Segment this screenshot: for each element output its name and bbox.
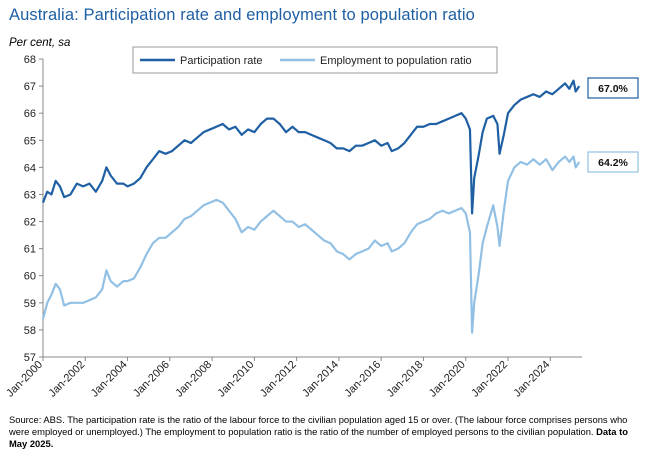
y-tick-label: 63 [24,189,36,201]
x-tick-label: Jan-2008 [173,359,214,400]
legend-label-participation: Participation rate [180,55,263,67]
y-tick-label: 62 [24,217,36,229]
x-tick-label: Jan-2010 [216,359,257,400]
x-tick-label: Jan-2012 [258,359,299,400]
end-label-box-participation [587,77,639,99]
series-line-participation [41,79,581,215]
y-tick-label: 60 [24,271,36,283]
x-tick-label: Jan-2000 [4,359,45,400]
y-tick-label: 57 [24,352,36,364]
source-text: Source: ABS. The participation rate is t… [9,414,628,438]
x-tick-label: Jan-2020 [427,359,468,400]
y-tick-label: 65 [24,135,36,147]
x-tick-label: Jan-2016 [342,359,383,400]
end-label-employment: 64.2% [598,157,628,169]
x-tick-label: Jan-2006 [131,359,172,400]
chart-canvas: 57 58 59 60 61 62 63 64 65 66 67 68 Jan-2000 Jan-2002… [4,46,639,400]
x-tick-label: Jan-2004 [89,359,130,400]
y-axis-units: Per cent, sa [9,37,71,49]
source-data-note: Data to May 2025. [9,426,628,450]
y-tick-label: 66 [24,108,36,120]
end-label-box-employment [587,151,639,173]
legend-label-employment: Employment to population ratio [320,55,472,67]
x-tick-label: Jan-2022 [469,359,510,400]
y-tick-label: 61 [24,244,36,256]
chart-title: Australia: Participation rate and employ… [9,6,475,24]
y-tick-label: 64 [24,162,36,174]
x-tick-label: Jan-2024 [511,359,552,400]
legend: Participation rate Employment to populat… [132,46,498,74]
x-tick-label: Jan-2002 [46,359,87,400]
series-line-employment [41,155,581,334]
series-lines [41,79,581,334]
y-tick-label: 68 [24,54,36,66]
y-tick-label: 58 [24,325,36,337]
x-tick-label: Jan-2014 [300,359,341,400]
y-tick-label: 59 [24,298,36,310]
axes: 57 58 59 60 61 62 63 64 65 66 67 68 Jan-2000 Jan-2002… [4,54,582,400]
y-tick-label: 67 [24,81,36,93]
end-label-participation: 67.0% [598,83,628,95]
x-tick-label: Jan-2018 [385,359,426,400]
source-note: Source: ABS. The participation rate is t… [9,414,641,451]
end-labels: 67.0% 64.2% [587,77,639,173]
